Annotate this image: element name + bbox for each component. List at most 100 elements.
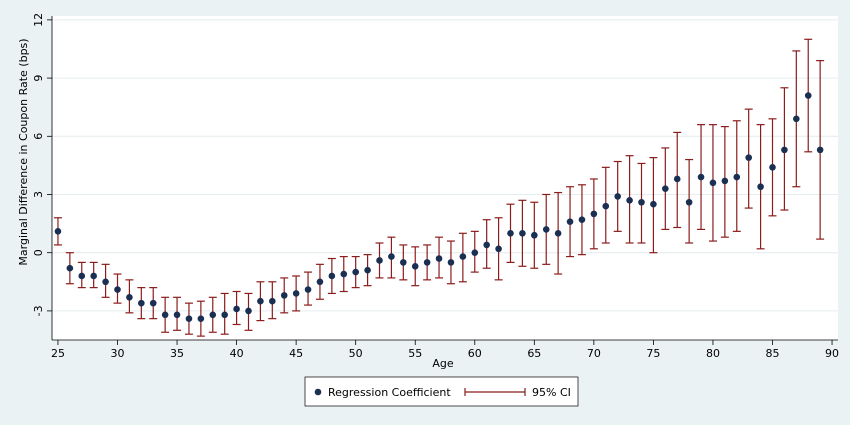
coefficient-point <box>352 268 359 276</box>
coefficient-point <box>54 228 62 235</box>
coefficient-point <box>542 226 550 233</box>
coefficient-point <box>102 278 109 286</box>
coefficient-point <box>328 272 336 280</box>
x-tick-label: 85 <box>766 347 780 360</box>
x-tick-label: 45 <box>289 347 303 360</box>
y-tick-label: 0 <box>32 249 45 256</box>
coefficient-point <box>471 249 479 256</box>
y-tick-label: 6 <box>32 133 45 140</box>
coefficient-point <box>483 241 490 249</box>
x-tick-label: 70 <box>587 347 601 360</box>
coefficient-point <box>781 146 788 154</box>
x-tick-label: 35 <box>170 347 184 360</box>
y-tick-label: 3 <box>32 191 45 198</box>
coefficient-point <box>233 305 240 313</box>
coefficient-point <box>721 177 729 185</box>
x-tick-label: 40 <box>230 347 244 360</box>
x-tick-label: 30 <box>111 347 125 360</box>
coefficient-point <box>257 297 264 305</box>
coefficient-point <box>733 173 741 181</box>
coefficient-point <box>578 216 586 224</box>
coefficient-point <box>638 198 645 206</box>
x-tick-label: 65 <box>527 347 541 360</box>
legend-point-icon <box>314 388 322 396</box>
x-tick-label: 55 <box>408 347 422 360</box>
coefficient-point <box>709 179 717 187</box>
x-tick-label: 75 <box>646 347 660 360</box>
coefficient-point <box>78 272 86 280</box>
coefficient-point <box>531 231 538 239</box>
coefficient-point <box>376 257 383 264</box>
grid <box>52 19 838 312</box>
coefficient-point <box>519 229 526 237</box>
legend: Regression Coefficient 95% CI <box>304 376 579 407</box>
coefficient-point <box>90 272 97 280</box>
coefficient-point <box>161 311 169 319</box>
y-tick-label: 12 <box>32 13 45 27</box>
coefficient-point <box>400 259 407 266</box>
coefficient-point <box>685 198 693 206</box>
coefficient-point <box>114 286 121 293</box>
coefficient-point <box>304 286 312 293</box>
plot-area <box>52 16 838 340</box>
coefficient-point <box>411 262 419 270</box>
coefficient-point <box>197 315 205 322</box>
coefficient-point <box>757 183 764 191</box>
x-tick-label: 50 <box>349 347 363 360</box>
coefficient-point <box>173 311 181 319</box>
coefficient-point <box>316 278 324 286</box>
y-axis-title: Marginal Difference in Coupon Rate (bps) <box>17 38 30 265</box>
coefficient-point <box>280 292 288 299</box>
coefficient-point <box>566 218 574 225</box>
coefficient-point <box>66 264 74 272</box>
coefficient-point <box>292 290 300 297</box>
legend-label-ci: 95% CI <box>532 386 571 399</box>
coefficient-point <box>602 202 610 210</box>
coefficient-point <box>662 185 669 192</box>
y-tick-label: 9 <box>32 75 45 82</box>
coefficient-point <box>495 245 502 253</box>
coefficient-point <box>745 154 752 161</box>
coefficient-point <box>138 299 145 307</box>
coefficient-point <box>769 164 776 171</box>
coefficient-point <box>423 259 431 266</box>
coefficient-point <box>459 253 467 260</box>
x-tick-label: 90 <box>825 347 839 360</box>
x-tick-label: 80 <box>706 347 720 360</box>
y-tick-label: -3 <box>32 305 45 316</box>
x-tick-label: 25 <box>51 347 65 360</box>
legend-label-coefficient: Regression Coefficient <box>328 386 451 399</box>
coefficient-point <box>650 200 657 208</box>
coefficient-point <box>793 115 800 123</box>
coefficient-point <box>554 229 562 237</box>
coefficient-point <box>388 253 395 260</box>
coefficient-point <box>590 210 598 218</box>
x-axis-ticks: 25 30 35 40 45 50 55 60 65 70 75 80 85 90 <box>51 340 839 360</box>
coefficient-point <box>447 259 455 266</box>
coefficient-point <box>816 146 824 154</box>
coefficient-point <box>626 197 633 204</box>
coefficient-point <box>269 297 276 305</box>
x-tick-label: 60 <box>468 347 482 360</box>
coefficient-point <box>507 229 514 237</box>
coefficient-point <box>340 270 348 278</box>
y-axis-ticks: -3 0 3 6 9 12 <box>32 13 52 316</box>
coefficient-point <box>614 193 621 200</box>
coefficient-point <box>435 255 443 262</box>
coefficient-point <box>185 315 193 322</box>
legend-errorbar-icon <box>464 388 526 396</box>
coefficient-point <box>221 311 228 319</box>
coefficient-point <box>673 175 681 183</box>
coefficient-point <box>697 173 705 181</box>
legend-box <box>304 376 579 407</box>
coefficient-point <box>804 92 812 99</box>
x-axis-title: Age <box>432 357 454 370</box>
coefficient-point <box>209 311 217 319</box>
coefficient-point <box>126 294 133 301</box>
coefficient-point <box>245 307 252 315</box>
coefficient-points <box>54 92 824 322</box>
coefficient-point <box>149 299 157 307</box>
coefficient-point <box>364 266 371 274</box>
axes <box>51 16 838 341</box>
